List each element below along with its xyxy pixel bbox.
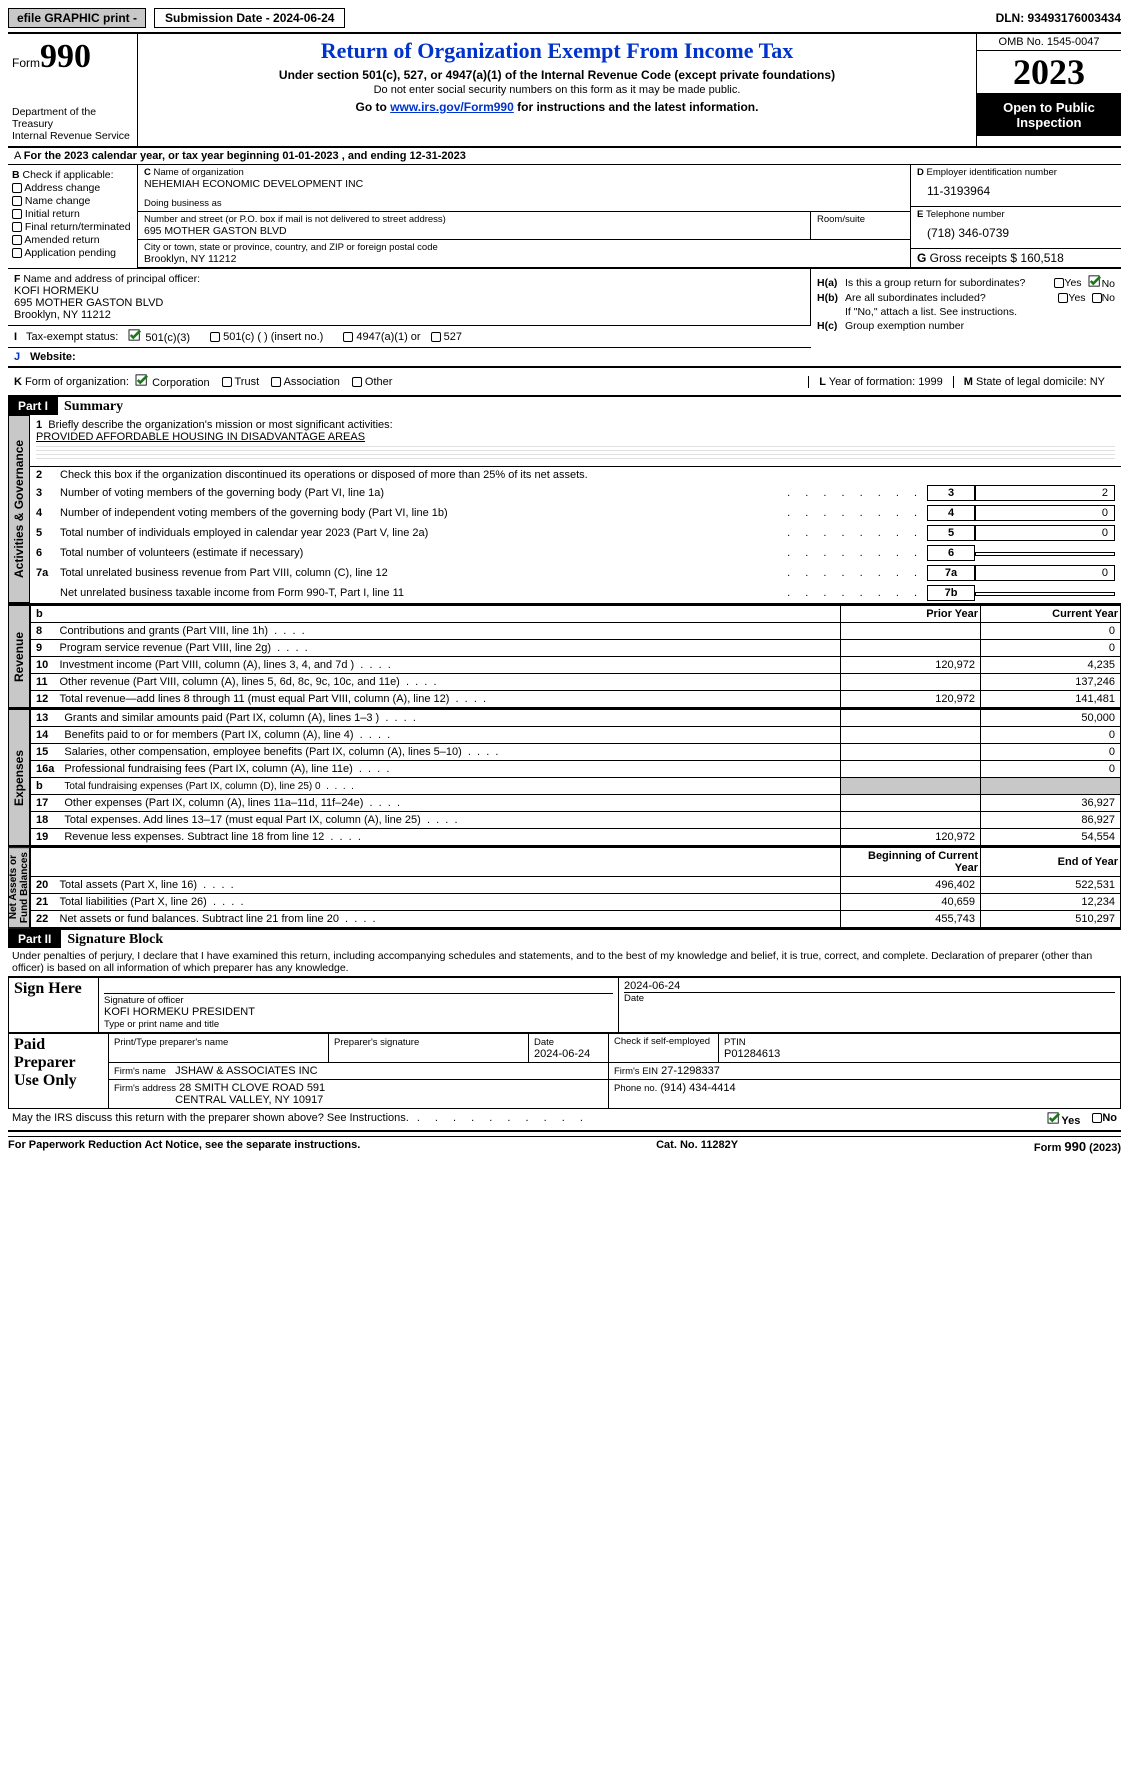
table-row: 20Total assets (Part X, line 16) . . . .… <box>31 877 1121 894</box>
gov-line: 4Number of independent voting members of… <box>30 503 1121 523</box>
org-street: 695 MOTHER GASTON BLVD <box>144 225 804 237</box>
efile-print-button[interactable]: efile GRAPHIC print - <box>8 8 146 28</box>
table-row: 19Revenue less expenses. Subtract line 1… <box>31 829 1121 846</box>
officer-street: 695 MOTHER GASTON BLVD <box>14 297 804 309</box>
ha-no[interactable]: No <box>1088 275 1115 290</box>
sign-date: 2024-06-24 <box>624 980 1115 992</box>
gov-line: 3Number of voting members of the governi… <box>30 483 1121 503</box>
box-b-checkboxes: B Check if applicable: Address change Na… <box>8 165 138 268</box>
part-ii-header: Part IISignature Block <box>8 928 1121 948</box>
chk-501c[interactable]: 501(c) ( ) (insert no.) <box>210 331 323 343</box>
table-row: 16aProfessional fundraising fees (Part I… <box>31 761 1121 778</box>
ha-yes[interactable]: Yes <box>1054 277 1081 289</box>
table-row: 22Net assets or fund balances. Subtract … <box>31 911 1121 928</box>
table-row: 10Investment income (Part VIII, column (… <box>31 657 1121 674</box>
chk-4947[interactable]: 4947(a)(1) or <box>343 331 420 343</box>
netassets-table: Beginning of Current YearEnd of Year 20T… <box>30 847 1121 928</box>
table-row: 13Grants and similar amounts paid (Part … <box>31 710 1121 727</box>
table-row: bTotal fundraising expenses (Part IX, co… <box>31 778 1121 795</box>
table-row: 18Total expenses. Add lines 13–17 (must … <box>31 812 1121 829</box>
line-a-tax-year: A For the 2023 calendar year, or tax yea… <box>8 148 1121 165</box>
table-row: 9Program service revenue (Part VIII, lin… <box>31 640 1121 657</box>
chk-final-return[interactable]: Final return/terminated <box>12 221 133 233</box>
discuss-row: May the IRS discuss this return with the… <box>8 1109 1121 1132</box>
tax-year: 2023 <box>977 51 1121 94</box>
form-header: Form990 Department of the Treasury Inter… <box>8 34 1121 148</box>
chk-name-change[interactable]: Name change <box>12 195 133 207</box>
top-bar: efile GRAPHIC print - Submission Date - … <box>8 8 1121 28</box>
vtab-netassets: Net Assets or Fund Balances <box>8 847 30 928</box>
table-row: 8Contributions and grants (Part VIII, li… <box>31 623 1121 640</box>
gov-line: 5Total number of individuals employed in… <box>30 523 1121 543</box>
chk-app-pending[interactable]: Application pending <box>12 247 133 259</box>
table-row: 17Other expenses (Part IX, column (A), l… <box>31 795 1121 812</box>
gov-line: Net unrelated business taxable income fr… <box>30 583 1121 603</box>
chk-corporation[interactable]: Corporation <box>135 374 210 389</box>
form-number: 990 <box>40 38 91 75</box>
row-k-l-m: K Form of organization: Corporation Trus… <box>8 368 1121 395</box>
table-row: 12Total revenue—add lines 8 through 11 (… <box>31 691 1121 708</box>
state-domicile: NY <box>1090 376 1105 388</box>
paid-preparer-label: Paid Preparer Use Only <box>9 1034 109 1109</box>
year-formation: 1999 <box>918 376 942 388</box>
preparer-ptin: P01284613 <box>724 1048 780 1060</box>
department-treasury: Department of the Treasury Internal Reve… <box>12 106 133 142</box>
irs-link[interactable]: www.irs.gov/Form990 <box>390 100 514 114</box>
chk-amended-return[interactable]: Amended return <box>12 234 133 246</box>
gov-line: 6Total number of volunteers (estimate if… <box>30 543 1121 563</box>
form-footer-id: Form 990 (2023) <box>1034 1139 1121 1154</box>
entity-block: B Check if applicable: Address change Na… <box>8 165 1121 269</box>
discuss-no[interactable]: No <box>1092 1112 1117 1127</box>
chk-other[interactable]: Other <box>352 376 393 388</box>
chk-trust[interactable]: Trust <box>222 376 260 388</box>
form-title: Return of Organization Exempt From Incom… <box>146 38 968 64</box>
phone: (718) 346-0739 <box>917 220 1115 246</box>
vtab-governance: Activities & Governance <box>8 415 30 603</box>
preparer-table: Paid Preparer Use Only Print/Type prepar… <box>8 1033 1121 1109</box>
dln-number: DLN: 93493176003434 <box>996 11 1121 25</box>
sign-here-label: Sign Here <box>9 978 99 1033</box>
form-subtitle-2: Do not enter social security numbers on … <box>146 84 968 96</box>
chk-501c3[interactable]: 501(c)(3) <box>128 329 190 344</box>
perjury-statement: Under penalties of perjury, I declare th… <box>8 948 1121 977</box>
table-row: 11Other revenue (Part VIII, column (A), … <box>31 674 1121 691</box>
hb-yes[interactable]: Yes <box>1058 292 1085 304</box>
ein: 11-3193964 <box>917 178 1115 204</box>
gov-line: 7aTotal unrelated business revenue from … <box>30 563 1121 583</box>
form-subtitle-1: Under section 501(c), 527, or 4947(a)(1)… <box>146 68 968 82</box>
vtab-expenses: Expenses <box>8 709 30 846</box>
gross-receipts: 160,518 <box>1020 251 1063 265</box>
form-word: Form <box>12 56 40 70</box>
part-i-header: Part ISummary <box>8 397 1121 415</box>
table-row: 14Benefits paid to or for members (Part … <box>31 727 1121 744</box>
signature-table: Sign Here Signature of officer KOFI HORM… <box>8 977 1121 1033</box>
vtab-revenue: Revenue <box>8 605 30 708</box>
expenses-table: 13Grants and similar amounts paid (Part … <box>30 709 1121 846</box>
chk-address-change[interactable]: Address change <box>12 182 133 194</box>
omb-number: OMB No. 1545-0047 <box>977 34 1121 51</box>
firm-name: JSHAW & ASSOCIATES INC <box>175 1065 317 1077</box>
table-row: 21Total liabilities (Part X, line 26) . … <box>31 894 1121 911</box>
org-name: NEHEMIAH ECONOMIC DEVELOPMENT INC <box>144 178 904 190</box>
firm-ein: 27-1298337 <box>661 1065 720 1077</box>
revenue-table: bPrior YearCurrent Year 8Contributions a… <box>30 605 1121 708</box>
table-row: 15Salaries, other compensation, employee… <box>31 744 1121 761</box>
chk-association[interactable]: Association <box>271 376 340 388</box>
form-subtitle-3: Go to www.irs.gov/Form990 for instructio… <box>146 100 968 114</box>
chk-initial-return[interactable]: Initial return <box>12 208 133 220</box>
org-city: Brooklyn, NY 11212 <box>144 253 904 265</box>
firm-phone: (914) 434-4414 <box>660 1082 735 1094</box>
officer-city: Brooklyn, NY 11212 <box>14 309 804 321</box>
hb-no[interactable]: No <box>1092 292 1115 304</box>
officer-name-title: KOFI HORMEKU PRESIDENT <box>104 1006 255 1018</box>
chk-527[interactable]: 527 <box>431 331 462 343</box>
discuss-yes[interactable]: Yes <box>1047 1112 1080 1127</box>
header-lower: F Name and address of principal officer:… <box>8 269 1121 366</box>
mission-text: PROVIDED AFFORDABLE HOUSING IN DISADVANT… <box>36 431 1115 443</box>
submission-date: Submission Date - 2024-06-24 <box>154 8 345 28</box>
footer: For Paperwork Reduction Act Notice, see … <box>8 1136 1121 1154</box>
open-inspection-badge: Open to Public Inspection <box>977 94 1121 136</box>
officer-name: KOFI HORMEKU <box>14 285 804 297</box>
